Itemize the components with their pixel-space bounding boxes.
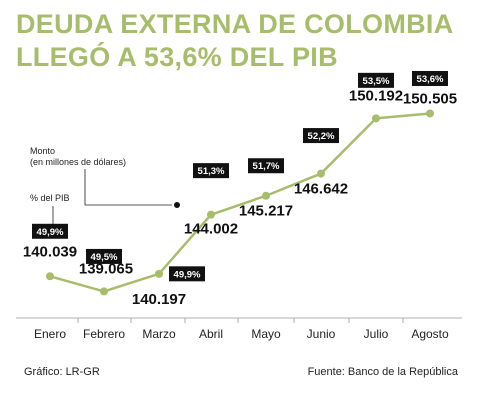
pib-badges: 49,9% 49,5% 49,9% 51,3% 51,7% 52,2% 53,5% 53,6% bbox=[32, 70, 448, 282]
x-axis-labels: Enero Febrero Marzo Abril Mayo Junio Julio Agos… bbox=[34, 327, 449, 341]
chart-credit: Gráfico: LR-GR bbox=[24, 366, 100, 378]
pib-badge-box-2 bbox=[86, 248, 122, 264]
data-point-5 bbox=[262, 191, 270, 200]
data-point-4 bbox=[207, 210, 215, 219]
pib-badge-box-3 bbox=[169, 266, 205, 282]
pib-badge-text-7: 53,5% bbox=[363, 76, 390, 87]
value-label-3: 140.197 bbox=[132, 291, 186, 308]
value-label-8: 150.505 bbox=[403, 90, 457, 107]
pib-badge-text-4: 51,3% bbox=[198, 166, 225, 177]
pib-badge-2: 49,5% bbox=[86, 248, 122, 264]
data-point-2 bbox=[100, 287, 108, 296]
pib-badge-7: 53,5% bbox=[358, 72, 394, 88]
pib-badge-8: 53,6% bbox=[412, 70, 448, 86]
legend-monto-dot bbox=[174, 202, 180, 208]
legend-pib-label: % del PIB bbox=[30, 193, 70, 203]
pib-badge-text-5: 51,7% bbox=[253, 161, 280, 172]
pib-badge-text-8: 53,6% bbox=[417, 74, 444, 85]
pib-badge-text-3: 49,9% bbox=[174, 269, 201, 280]
pib-badge-text-1: 49,9% bbox=[37, 227, 64, 238]
pib-badge-1: 49,9% bbox=[32, 223, 68, 239]
value-label-5: 145.217 bbox=[239, 203, 293, 220]
pib-badge-text-2: 49,5% bbox=[91, 252, 118, 263]
x-label-5: Mayo bbox=[251, 327, 281, 341]
pib-badge-box-6 bbox=[303, 128, 339, 144]
pib-badge-text-6: 52,2% bbox=[308, 131, 335, 142]
value-label-7: 150.192 bbox=[349, 87, 403, 104]
data-point-1 bbox=[46, 272, 54, 281]
legend: Monto (en millones de dólares) % del PIB bbox=[30, 146, 180, 228]
pib-badge-box-4 bbox=[193, 163, 229, 179]
legend-monto-unit: (en millones de dólares) bbox=[30, 157, 126, 167]
pib-badge-box-7 bbox=[358, 72, 394, 88]
legend-monto-leader bbox=[84, 169, 172, 206]
pib-badge-box-1 bbox=[32, 223, 68, 239]
pib-badge-5: 51,7% bbox=[248, 158, 284, 174]
data-point-6 bbox=[317, 169, 325, 178]
x-label-1: Enero bbox=[34, 327, 66, 341]
pib-badge-4: 51,3% bbox=[193, 163, 229, 179]
value-label-4: 144.002 bbox=[184, 221, 238, 238]
data-point-7 bbox=[372, 114, 380, 123]
chart-source: Fuente: Banco de la República bbox=[307, 366, 458, 378]
pib-badge-3: 49,9% bbox=[169, 266, 205, 282]
title-line-1: DEUDA EXTERNA DE COLOMBIA bbox=[16, 9, 454, 39]
chart-title: DEUDA EXTERNA DE COLOMBIA LLEGÓ A 53,6% … bbox=[16, 8, 476, 74]
data-point-3 bbox=[155, 269, 163, 278]
x-label-2: Febrero bbox=[83, 327, 125, 341]
x-label-6: Junio bbox=[307, 327, 336, 341]
series-line bbox=[49, 112, 431, 293]
value-label-2: 139.065 bbox=[79, 260, 133, 277]
value-label-1: 140.039 bbox=[23, 243, 77, 260]
title-line-2: LLEGÓ A 53,6% DEL PIB bbox=[16, 42, 338, 72]
x-label-7: Julio bbox=[364, 327, 389, 341]
legend-monto-label: Monto bbox=[30, 146, 55, 156]
x-label-4: Abril bbox=[199, 327, 223, 341]
x-label-3: Marzo bbox=[142, 327, 176, 341]
pib-badge-box-5 bbox=[248, 158, 284, 174]
x-label-8: Agosto bbox=[411, 327, 449, 341]
x-axis-ticks bbox=[77, 318, 404, 323]
value-label-6: 146.642 bbox=[294, 181, 348, 198]
pib-badge-box-8 bbox=[412, 70, 448, 86]
data-point-8 bbox=[426, 109, 434, 118]
data-points bbox=[46, 109, 434, 296]
pib-badge-6: 52,2% bbox=[303, 128, 339, 144]
